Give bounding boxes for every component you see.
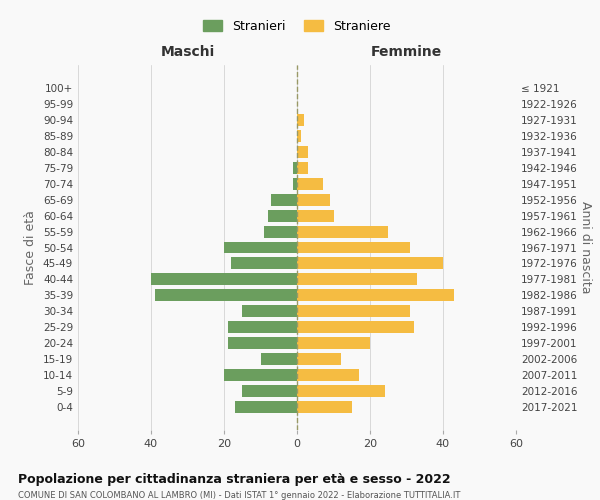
Bar bbox=[235, 402, 297, 413]
Bar bbox=[297, 306, 410, 318]
Bar bbox=[293, 178, 297, 190]
Bar bbox=[297, 178, 323, 190]
Bar bbox=[224, 242, 297, 254]
Bar bbox=[227, 322, 297, 334]
Bar bbox=[155, 290, 297, 302]
Bar bbox=[297, 210, 334, 222]
Bar bbox=[297, 338, 370, 349]
Bar bbox=[293, 162, 297, 173]
Bar bbox=[297, 370, 359, 382]
Y-axis label: Anni di nascita: Anni di nascita bbox=[578, 201, 592, 294]
Bar bbox=[297, 258, 443, 270]
Bar bbox=[297, 242, 410, 254]
Bar bbox=[297, 386, 385, 398]
Bar bbox=[297, 354, 341, 366]
Text: Popolazione per cittadinanza straniera per età e sesso - 2022: Popolazione per cittadinanza straniera p… bbox=[18, 472, 451, 486]
Bar bbox=[297, 322, 414, 334]
Bar bbox=[224, 370, 297, 382]
Bar bbox=[264, 226, 297, 237]
Bar bbox=[268, 210, 297, 222]
Text: Maschi: Maschi bbox=[160, 45, 215, 59]
Legend: Stranieri, Straniere: Stranieri, Straniere bbox=[199, 14, 395, 38]
Bar bbox=[232, 258, 297, 270]
Bar bbox=[151, 274, 297, 285]
Text: Femmine: Femmine bbox=[371, 45, 442, 59]
Y-axis label: Fasce di età: Fasce di età bbox=[25, 210, 37, 285]
Bar bbox=[297, 162, 308, 173]
Bar bbox=[227, 338, 297, 349]
Bar bbox=[297, 130, 301, 141]
Bar bbox=[297, 290, 454, 302]
Bar bbox=[271, 194, 297, 205]
Bar bbox=[242, 386, 297, 398]
Bar bbox=[297, 146, 308, 158]
Text: COMUNE DI SAN COLOMBANO AL LAMBRO (MI) - Dati ISTAT 1° gennaio 2022 - Elaborazio: COMUNE DI SAN COLOMBANO AL LAMBRO (MI) -… bbox=[18, 491, 460, 500]
Bar bbox=[297, 274, 418, 285]
Bar bbox=[297, 194, 330, 205]
Bar bbox=[297, 226, 388, 237]
Bar bbox=[242, 306, 297, 318]
Bar bbox=[260, 354, 297, 366]
Bar bbox=[297, 402, 352, 413]
Bar bbox=[297, 114, 304, 126]
